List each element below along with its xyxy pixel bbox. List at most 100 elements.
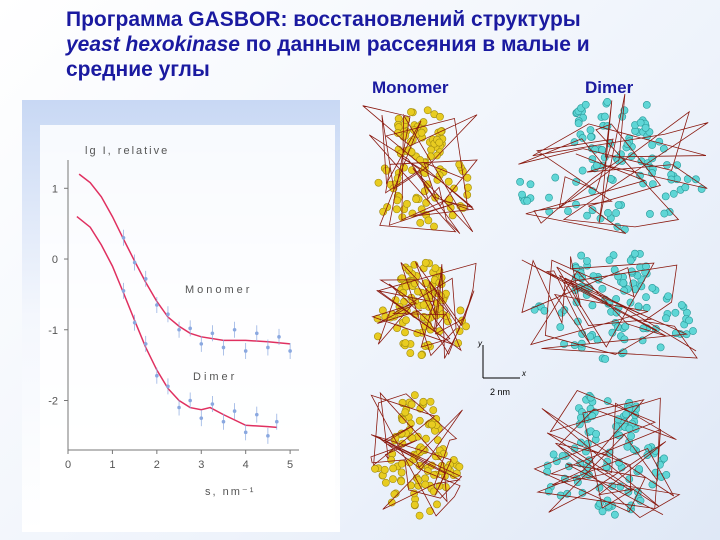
bead xyxy=(620,335,629,344)
bead xyxy=(648,169,656,177)
bead xyxy=(410,391,419,400)
bead xyxy=(577,251,586,260)
bead xyxy=(422,198,431,207)
bead xyxy=(433,175,442,184)
backbone xyxy=(362,105,478,234)
bead xyxy=(401,131,410,140)
bead xyxy=(588,301,597,310)
data-point xyxy=(232,327,237,332)
bead xyxy=(456,306,465,315)
bead xyxy=(389,464,398,473)
bead xyxy=(526,180,535,189)
bead xyxy=(646,210,654,218)
bead xyxy=(578,134,587,142)
bead xyxy=(605,256,614,264)
bead xyxy=(429,406,438,415)
bead xyxy=(421,258,430,267)
bead xyxy=(393,196,402,205)
data-point xyxy=(132,260,137,265)
bead xyxy=(583,439,592,448)
title-text: по данным рассеяния в малые и xyxy=(239,33,590,56)
bead xyxy=(551,173,560,182)
title-line: средние углы xyxy=(66,58,210,81)
bead xyxy=(659,144,668,153)
bead xyxy=(435,138,444,147)
bead xyxy=(577,413,585,422)
bead xyxy=(397,477,406,486)
bead xyxy=(405,265,413,274)
data-point xyxy=(166,384,170,389)
bead xyxy=(669,189,678,198)
bead xyxy=(627,152,636,161)
data-point xyxy=(199,416,204,420)
bead xyxy=(428,420,436,429)
bead xyxy=(681,183,690,192)
bead xyxy=(545,207,554,216)
bead xyxy=(399,289,408,297)
column-header: Monomer xyxy=(372,78,449,97)
bead xyxy=(642,303,651,312)
bead xyxy=(685,316,693,325)
bead xyxy=(431,452,440,461)
bead xyxy=(608,328,617,337)
bead xyxy=(603,97,612,106)
bead xyxy=(621,322,630,331)
bead xyxy=(610,510,619,519)
bead xyxy=(630,249,639,258)
bead xyxy=(625,475,634,484)
y-tick-label: 0 xyxy=(52,254,58,266)
bead xyxy=(545,193,553,202)
bead xyxy=(581,100,590,109)
bead xyxy=(691,175,700,184)
data-point xyxy=(210,331,215,336)
bead xyxy=(389,475,397,484)
bead xyxy=(644,444,653,453)
backbone xyxy=(518,93,709,234)
y-tick-label: 1 xyxy=(52,183,58,195)
data-point xyxy=(155,303,159,307)
bead xyxy=(648,141,657,149)
bead xyxy=(393,324,401,333)
bead xyxy=(406,349,415,357)
data-point xyxy=(221,419,226,424)
bead xyxy=(588,206,597,215)
bead xyxy=(606,174,615,183)
bead xyxy=(664,292,673,301)
bead xyxy=(516,177,525,186)
title-line: Программа GASBOR: восстановлений структу… xyxy=(66,8,581,31)
bead xyxy=(403,200,411,208)
bead xyxy=(382,166,391,175)
bead xyxy=(636,496,645,505)
data-point xyxy=(232,409,237,413)
bead xyxy=(462,322,470,331)
bead xyxy=(615,431,624,440)
bead xyxy=(660,209,669,218)
bead xyxy=(398,416,407,424)
bead xyxy=(556,323,565,331)
backbone xyxy=(371,261,477,359)
backbone xyxy=(533,390,681,519)
bead xyxy=(661,192,670,201)
x-tick-label: 1 xyxy=(109,459,115,471)
bead xyxy=(564,207,572,216)
x-tick-label: 2 xyxy=(154,459,160,471)
x-axis-label: s, nm⁻¹ xyxy=(205,486,255,498)
bead xyxy=(583,211,591,220)
bead xyxy=(412,195,420,204)
bead xyxy=(463,173,472,182)
structure-models xyxy=(362,93,709,520)
bead xyxy=(436,112,444,121)
bead xyxy=(419,397,428,406)
bead xyxy=(588,412,597,420)
bead xyxy=(677,301,686,309)
curve-annotation: Monomer xyxy=(185,284,252,296)
scale-bar xyxy=(482,345,520,379)
bead xyxy=(410,500,419,509)
bead xyxy=(641,123,650,132)
bead xyxy=(401,408,410,417)
bead xyxy=(523,196,532,205)
data-point xyxy=(188,398,192,403)
data-point xyxy=(132,320,137,325)
bead xyxy=(614,201,623,209)
